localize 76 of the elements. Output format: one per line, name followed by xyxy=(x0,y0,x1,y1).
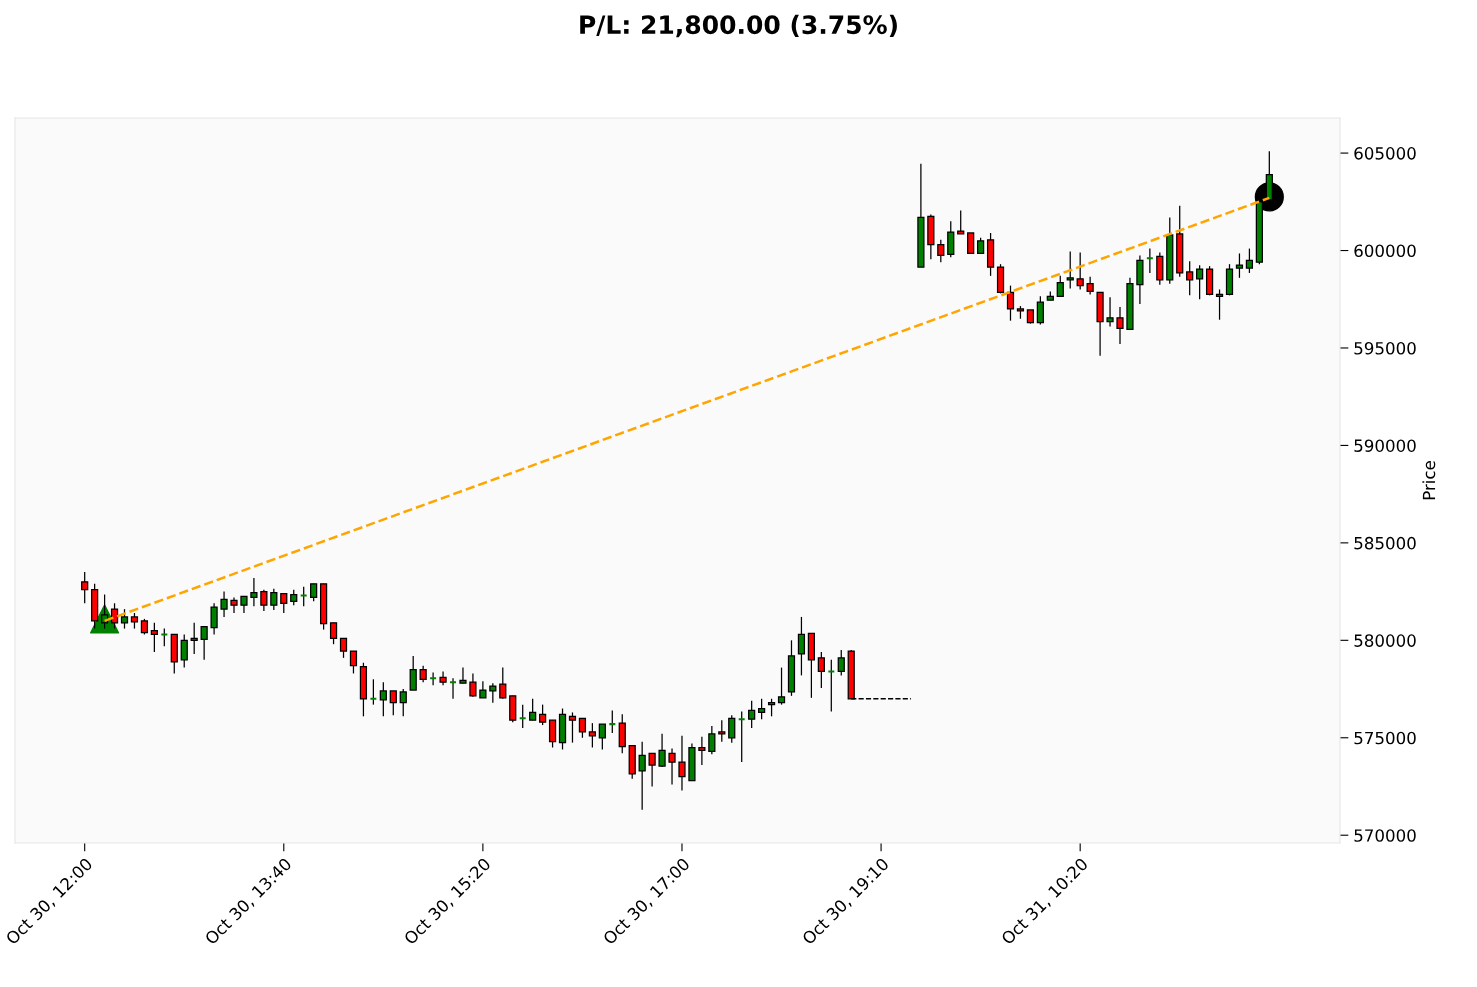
candlestick xyxy=(250,577,258,607)
candlestick xyxy=(220,590,228,618)
candlestick xyxy=(190,622,198,655)
y-tick-label: 590000 xyxy=(1354,439,1416,452)
candlestick xyxy=(1186,260,1194,296)
candlestick xyxy=(708,725,716,755)
candlestick xyxy=(489,682,497,704)
candlestick xyxy=(200,626,208,661)
candlestick xyxy=(270,588,278,611)
candlestick xyxy=(1245,247,1254,274)
candlestick xyxy=(409,655,417,691)
y-tick-label: 605000 xyxy=(1354,147,1416,160)
y-tick-label: 600000 xyxy=(1354,244,1416,258)
candlestick xyxy=(339,637,348,659)
candlestick xyxy=(1106,296,1114,328)
candlestick xyxy=(588,722,596,749)
candlestick xyxy=(538,704,547,726)
candlestick xyxy=(110,602,119,630)
y-tick-label: 595000 xyxy=(1354,341,1416,355)
candlestick xyxy=(499,666,507,700)
candlestick xyxy=(718,719,726,743)
candlestick xyxy=(698,736,706,766)
candlestick xyxy=(81,571,89,604)
candlestick xyxy=(578,717,587,739)
y-tick-label: 575000 xyxy=(1354,731,1416,745)
candlestick xyxy=(459,666,467,684)
candlestick xyxy=(349,650,358,675)
candlestick xyxy=(748,700,756,729)
candlestick xyxy=(210,602,218,636)
candlestick xyxy=(529,698,537,721)
candlestick xyxy=(230,596,238,614)
candlestick xyxy=(728,714,736,744)
candlestick xyxy=(389,690,397,716)
candlestick xyxy=(817,651,825,689)
candlestick xyxy=(1006,284,1015,322)
candlestick xyxy=(1066,250,1074,290)
candlestick xyxy=(180,633,188,669)
candlestick xyxy=(957,209,965,235)
candlestick xyxy=(329,622,338,645)
candlestick xyxy=(1215,288,1224,321)
candlestick xyxy=(658,733,666,768)
candlestick xyxy=(469,672,477,698)
candlestick xyxy=(1196,264,1204,300)
y-tick-label: 570000 xyxy=(1354,829,1416,842)
candlestick xyxy=(758,698,766,720)
candlestick xyxy=(150,622,158,653)
candlestick xyxy=(439,670,447,686)
candlestick xyxy=(678,735,686,792)
candlestick xyxy=(379,681,387,717)
candlestick xyxy=(260,589,268,612)
y-axis-title: Price xyxy=(1422,461,1436,500)
candlestick xyxy=(1056,275,1064,297)
candlestick xyxy=(120,608,129,630)
y-tick-label: 585000 xyxy=(1354,536,1416,550)
candlestick xyxy=(947,220,955,258)
candlestick xyxy=(399,688,407,717)
candlestick xyxy=(638,741,646,811)
candlestick xyxy=(648,752,656,788)
candlestick xyxy=(618,713,626,754)
candlestick xyxy=(1116,306,1124,345)
candlestick xyxy=(568,711,577,744)
candlestick xyxy=(668,747,676,786)
candlestick xyxy=(548,719,557,749)
candlestick xyxy=(1235,252,1244,279)
candlestick xyxy=(280,592,288,614)
y-tick-label: 580000 xyxy=(1354,634,1416,647)
candlestick xyxy=(797,616,806,677)
candlestick xyxy=(967,232,975,255)
candlestick xyxy=(1076,251,1084,291)
candlestick xyxy=(598,723,606,751)
candlestick xyxy=(1036,295,1044,326)
candlestick xyxy=(937,239,945,263)
chart-title: P/L: 21,800.00 (3.75%) xyxy=(580,14,897,38)
candlestick xyxy=(1156,251,1164,286)
candlestick xyxy=(837,649,845,677)
candlestick xyxy=(777,666,786,706)
